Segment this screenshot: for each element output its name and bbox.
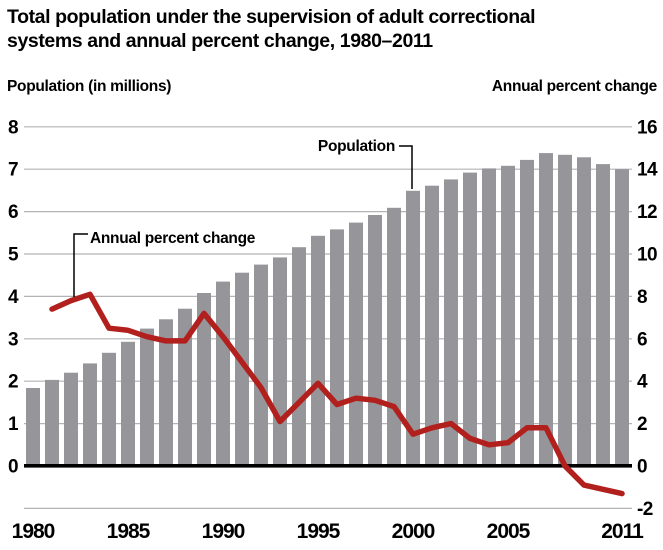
- population-bar-2007: [539, 153, 553, 466]
- x-axis-tick: 1995: [297, 520, 341, 543]
- chart-title: Total population under the supervision o…: [7, 5, 647, 53]
- y-axis-tick-right: 0: [637, 457, 647, 478]
- y-axis-tick-right: 10: [637, 245, 657, 266]
- population-bar-1998: [368, 215, 382, 466]
- population-bar-1992: [254, 264, 268, 466]
- x-axis-tick: 2011: [601, 520, 644, 543]
- y-axis-tick-right: 2: [637, 414, 647, 435]
- population-bar-1993: [273, 257, 287, 466]
- y-axis-tick-left: 0: [8, 457, 18, 478]
- y-axis-tick-left: 2: [8, 372, 18, 393]
- population-bar-2006: [520, 159, 534, 466]
- y-axis-tick-left: 5: [8, 245, 19, 266]
- y-axis-tick-left: 1: [8, 414, 19, 435]
- population-bar-2005: [501, 165, 515, 467]
- population-bar-2009: [577, 157, 591, 467]
- population-bar-1995: [311, 235, 325, 466]
- population-bar-1999: [387, 207, 401, 467]
- y-axis-tick-left: 6: [8, 202, 18, 223]
- population-annotation-label: Population: [318, 138, 395, 155]
- population-bar-2008: [558, 154, 572, 467]
- population-bar-2001: [425, 185, 439, 466]
- axis-titles-row: Population (in millions) Annual percent …: [7, 78, 657, 96]
- population-bar-1984: [102, 352, 116, 466]
- population-bar-1988: [178, 308, 192, 466]
- percent-change-annotation-label: Annual percent change: [90, 230, 256, 247]
- population-bar-1985: [121, 341, 135, 466]
- x-axis-tick: 2005: [487, 520, 531, 543]
- population-bar-1996: [330, 229, 344, 466]
- population-bar-1980: [26, 388, 40, 466]
- population-bar-1987: [159, 319, 173, 466]
- left-axis-title: Population (in millions): [7, 78, 172, 95]
- y-axis-tick-right: 12: [637, 202, 657, 223]
- y-axis-tick-right: 8: [637, 287, 647, 308]
- right-axis-title: Annual percent change: [491, 78, 657, 95]
- population-bar-1981: [45, 379, 59, 466]
- y-axis-tick-right: 14: [637, 160, 658, 181]
- population-bar-1991: [235, 272, 249, 466]
- y-axis-tick-right: -2: [637, 499, 653, 520]
- y-axis-tick-right: 16: [637, 117, 657, 138]
- population-bar-2011: [615, 169, 629, 466]
- y-axis-tick-left: 3: [8, 329, 18, 350]
- y-axis-tick-left: 7: [8, 160, 18, 181]
- population-annotation-pointer: [399, 145, 413, 189]
- population-bar-1989: [197, 293, 211, 466]
- x-axis-tick: 1990: [202, 520, 245, 543]
- y-axis-tick-left: 8: [8, 117, 18, 138]
- population-bar-2004: [482, 168, 496, 466]
- x-axis-tick: 1985: [107, 520, 151, 543]
- y-axis-tick-right: 6: [637, 329, 647, 350]
- population-bar-1983: [83, 363, 97, 466]
- population-bar-1997: [349, 222, 363, 466]
- x-axis-tick: 1980: [12, 520, 55, 543]
- y-axis-tick-right: 4: [637, 372, 648, 393]
- population-bar-1990: [216, 281, 230, 466]
- population-bar-2010: [596, 164, 610, 466]
- population-bar-2000: [406, 190, 420, 467]
- population-bar-1994: [292, 247, 306, 466]
- chart-title-line-2: systems and annual percent change, 1980–…: [7, 30, 433, 53]
- y-axis-tick-left: 4: [8, 287, 19, 308]
- population-bar-2003: [463, 172, 477, 466]
- x-axis-tick: 2000: [392, 520, 435, 543]
- chart-title-line-1: Total population under the supervision o…: [7, 6, 536, 28]
- population-bar-2002: [444, 179, 458, 466]
- population-bar-1982: [64, 372, 78, 466]
- zero-axis-line: [24, 464, 632, 468]
- percent-change-line: [49, 291, 625, 497]
- percent-change-annotation-pointer: [73, 233, 88, 297]
- population-bar-1986: [140, 328, 154, 466]
